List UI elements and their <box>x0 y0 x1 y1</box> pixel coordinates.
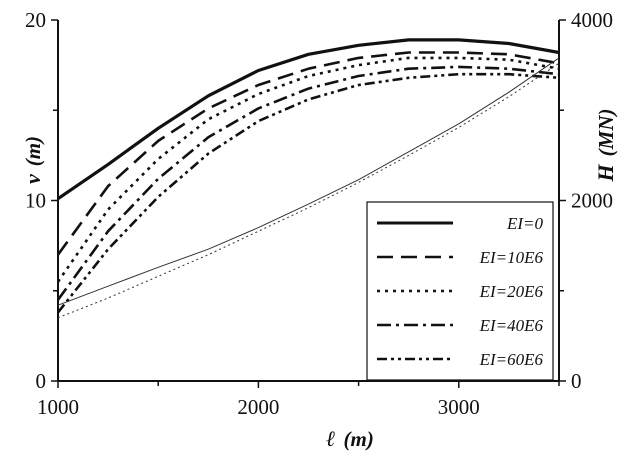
sag-line-ei-40e6 <box>56 65 560 301</box>
y-left-axis-symbol: v(m) <box>20 136 45 184</box>
force-series-group <box>57 57 560 319</box>
legend-box <box>366 201 554 381</box>
legend-label: EI=20E6 <box>479 282 544 301</box>
legend-label: EI=10E6 <box>479 248 544 267</box>
legend-label: EI=60E6 <box>479 350 544 369</box>
sag-line-ei-60e6 <box>56 72 560 314</box>
y-left-tick-label: 10 <box>25 189 46 213</box>
x-tick-label: 3000 <box>438 395 480 419</box>
axis-ticks: 0 10 20 0 2000 4000 1000 2000 3000 <box>25 8 613 419</box>
y-right-tick-label: 0 <box>571 369 582 393</box>
sag-line-ei-10e6 <box>56 51 560 256</box>
sag-series-group <box>56 38 560 314</box>
legend-label: EI=40E6 <box>479 316 544 335</box>
y-left-tick-label: 0 <box>36 369 47 393</box>
sag-line-ei-0 <box>57 38 560 201</box>
y-right-axis-symbol: H(MN) <box>593 109 618 183</box>
legend-label: EI=0 <box>506 214 544 233</box>
force-line-1 <box>57 57 560 306</box>
y-right-tick-label: 4000 <box>571 8 613 32</box>
force-line-2 <box>57 62 560 319</box>
x-axis-title: ℓ (m) <box>326 426 374 451</box>
y-right-tick-label: 2000 <box>571 189 613 213</box>
x-tick-label: 1000 <box>37 395 79 419</box>
legend: EI=0 EI=10E6 EI=20E6 EI=40E6 EI=60E6 <box>366 201 554 381</box>
x-tick-label: 2000 <box>237 395 279 419</box>
y-left-tick-label: 20 <box>25 8 46 32</box>
